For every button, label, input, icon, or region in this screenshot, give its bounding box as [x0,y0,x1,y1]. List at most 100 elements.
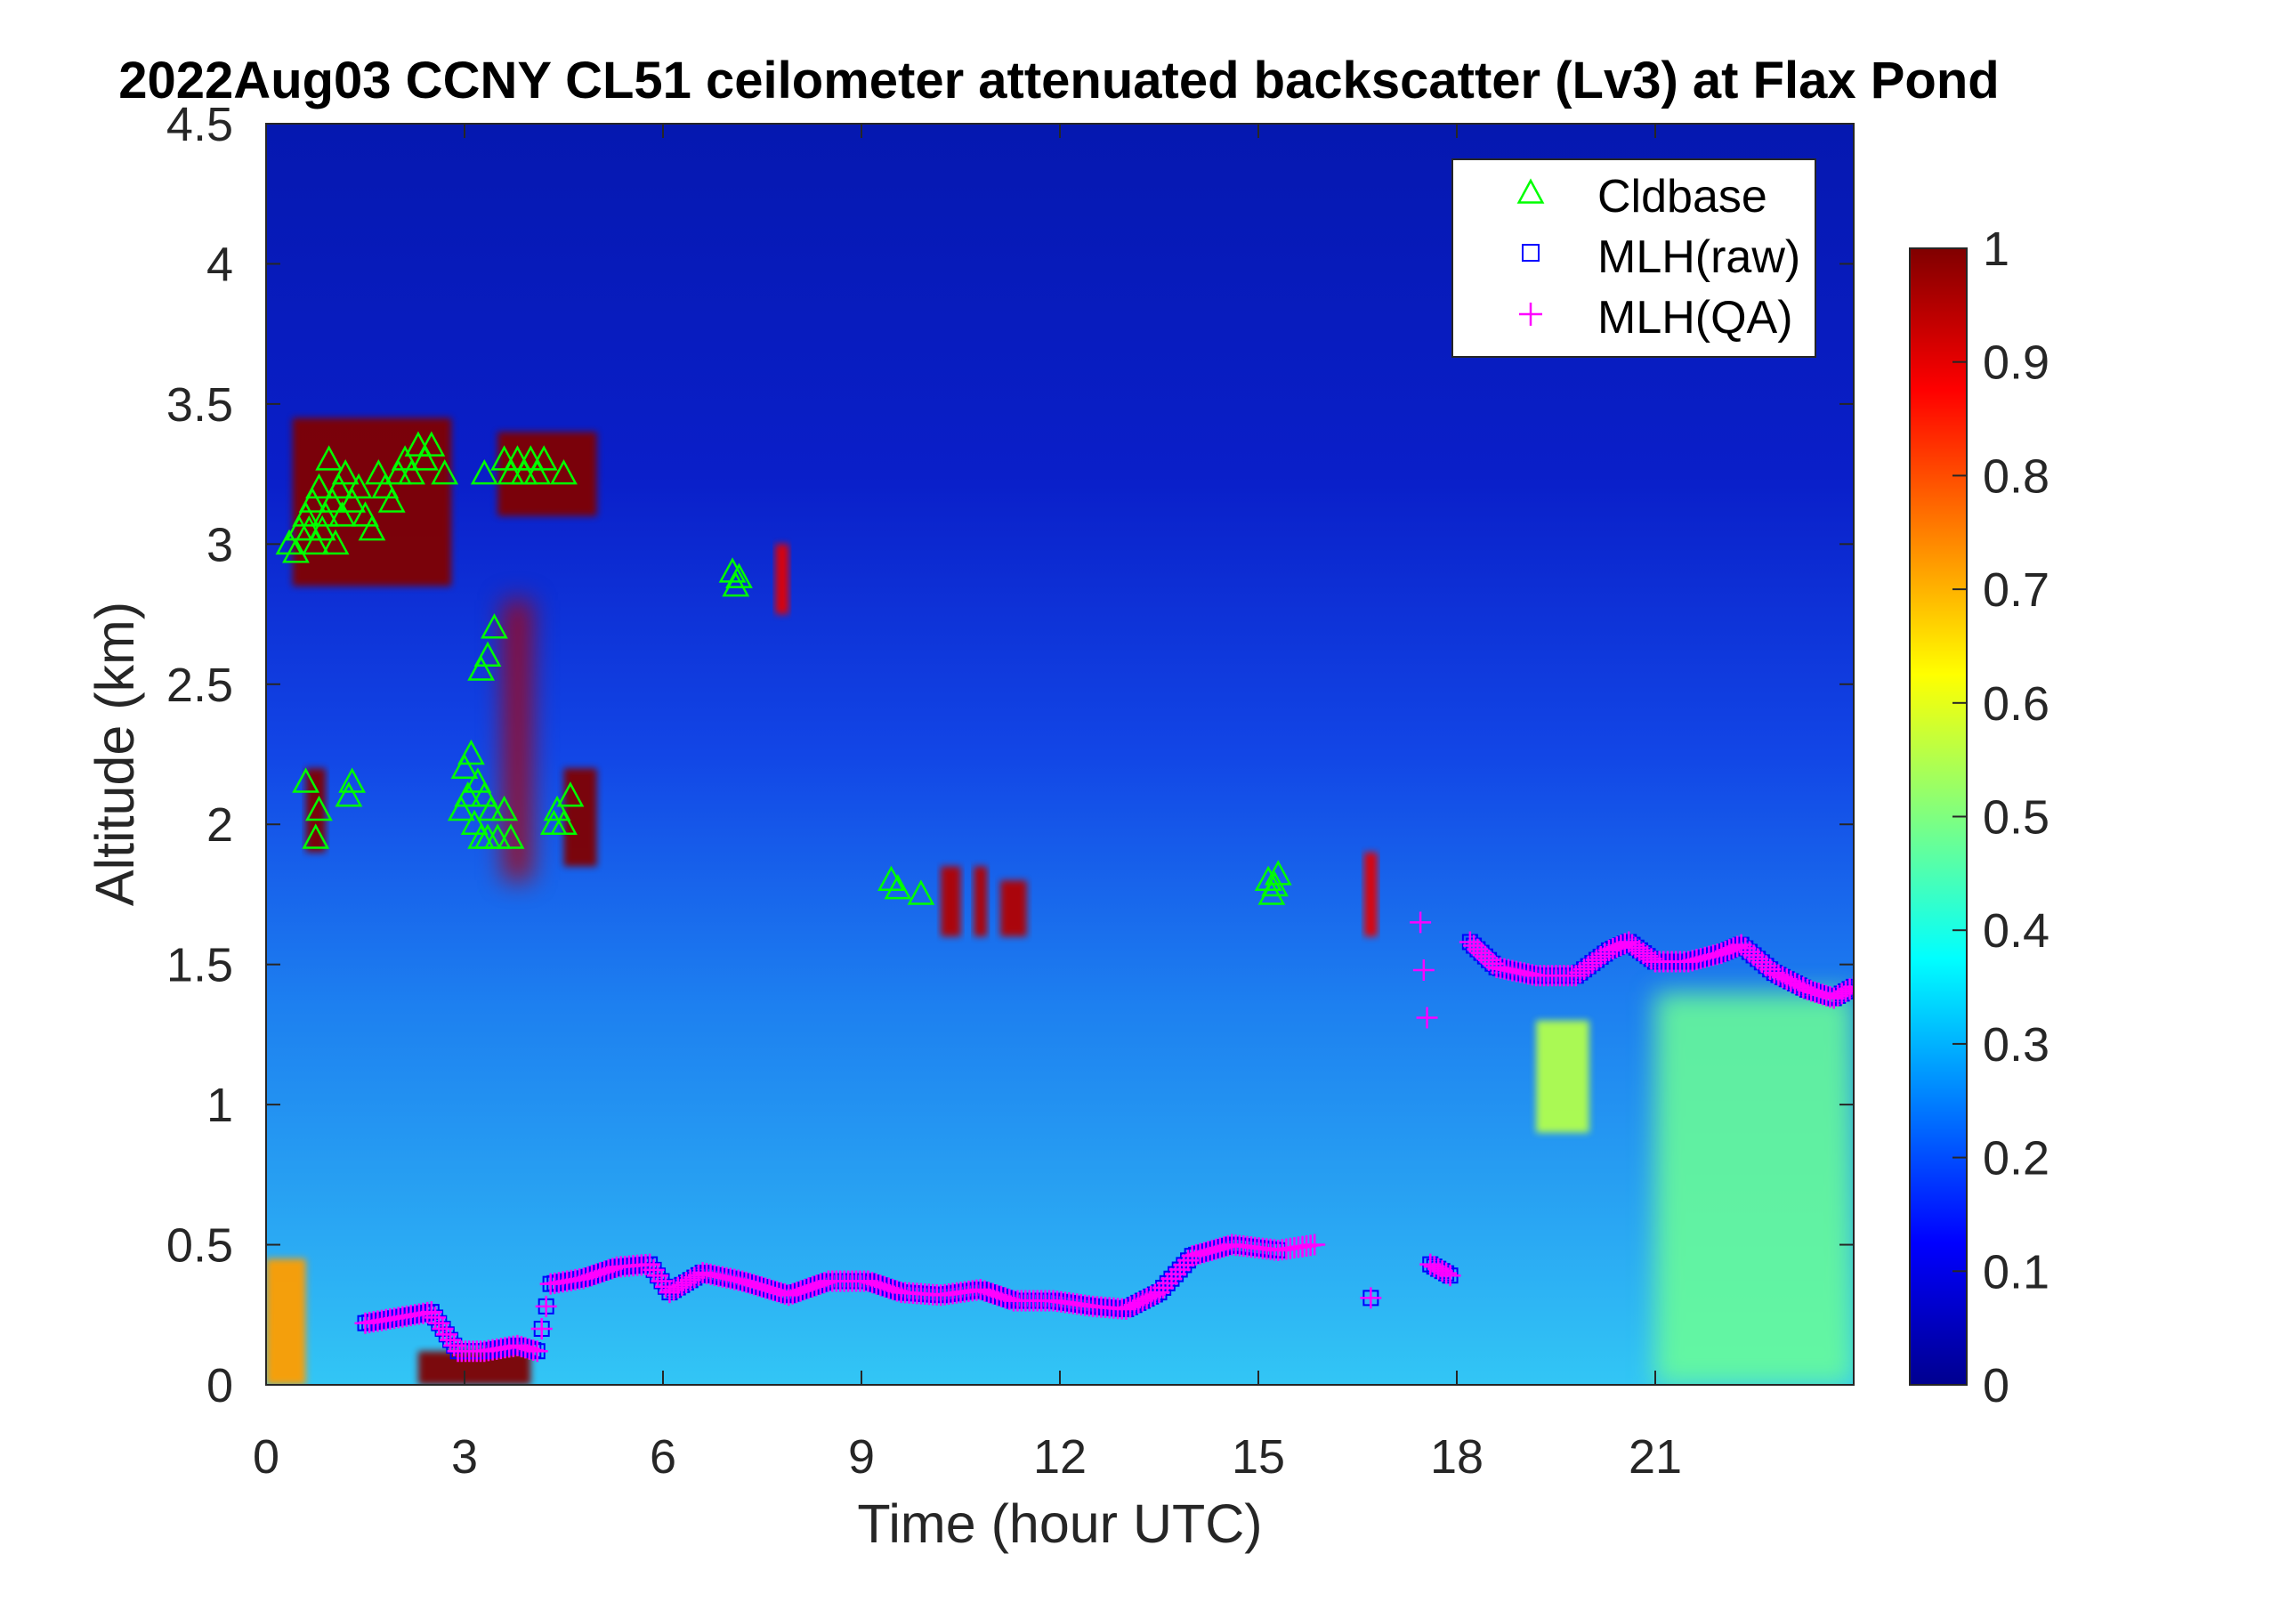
cldbase-marker [371,473,400,499]
cldbase-marker [470,781,498,807]
y-tick-label: 4.5 [166,98,233,151]
backscatter-feature-10 [1000,880,1027,937]
mlh-qa-marker [1136,1288,1158,1310]
mlh-qa-marker [994,1287,1016,1309]
cldbase-marker [725,562,753,588]
cldbase-marker [364,458,392,485]
cldbase-marker [295,514,323,541]
legend-marker [1519,303,1542,326]
mlh-qa-marker [1435,1262,1458,1284]
backscatter-feature-3 [497,432,597,516]
legend-label: MLH(QA) [1597,292,1793,344]
mlh-qa-marker [1780,970,1802,992]
mlh-qa-marker [432,1318,454,1340]
axes: 0 3 6 9 12 15 18 21 0 0.5 1 1.5 2 2.5 3 3.5 4 4.5 [166,98,1854,1484]
mlh-qa-marker [1772,966,1794,988]
mlh-qa-marker [602,1258,624,1280]
mlh-qa-marker [1784,972,1807,994]
mlh-qa-marker [577,1266,599,1288]
mlh-qa-marker [597,1258,619,1281]
mlh-qa-marker [1360,1287,1382,1309]
backscatter-feature-12 [1536,1020,1589,1133]
x-axis-label: Time (hour UTC) [857,1493,1262,1554]
cldbase-marker [481,613,508,639]
legend-label: MLH(raw) [1597,231,1800,283]
cldbase-marker [302,529,330,555]
backscatter-feature-11 [1363,852,1378,937]
mlh-qa-marker [585,1263,607,1285]
cldbase-marker [1264,860,1292,886]
cldbase-marker [516,445,545,471]
cldbase-marker [305,473,333,499]
mlh-qa-marker [1767,964,1790,986]
cldbase-marker [470,458,498,485]
cldbase-marker [335,781,363,807]
cldbase-marker [490,445,519,471]
mlh-qa-marker [974,1280,996,1302]
mlh-qa-marker [663,1279,685,1301]
backscatter-feature-7 [775,544,789,615]
mlh-qa-marker [428,1312,450,1334]
cldbase-marker [454,781,482,807]
y-tick-label: 2 [206,798,233,852]
colorbar-tick-label: 0.7 [1983,563,2049,617]
cldbase-marker [391,445,419,471]
x-tick-label: 12 [1033,1430,1087,1484]
cldbase-marker [483,823,512,849]
mlh-qa-marker [1412,959,1435,981]
mlh-qa-marker [581,1265,603,1287]
cldbase-marker [464,767,492,793]
cldbase-marker [338,767,367,793]
mlh-qa-marker [857,1270,879,1292]
backscatter-feature-0 [266,1258,306,1385]
colorbar-ticks: 0 0.1 0.2 0.3 0.4 0.5 0.6 0.7 0.8 0.9 1 [1952,222,2049,1412]
x-tick-label: 21 [1629,1430,1682,1484]
cldbase-marker [308,514,336,541]
mlh-qa-marker [1173,1254,1195,1276]
cldbase-marker [490,795,519,821]
mlh-qa-marker [671,1274,693,1296]
mlh-qa-marker [1763,962,1785,984]
mlh-qa-marker [526,1340,548,1363]
cldbase-marker [398,458,425,485]
mlh-qa-marker [990,1285,1013,1307]
backscatter-feature-1 [417,1351,531,1385]
mlh-qa-marker [1168,1258,1191,1281]
mlh-qa-marker [1128,1291,1150,1314]
y-tick-label: 0 [206,1359,233,1412]
cldbase-marker [282,538,310,563]
mlh-qa-marker [869,1274,892,1297]
cldbase-marker [331,458,360,485]
mlh-qa-marker [435,1323,457,1346]
mlh-qa-marker [1123,1294,1145,1316]
cldbase-marker [321,529,350,555]
cldbase-marker [311,501,340,527]
colorbar-tick-label: 0.5 [1983,791,2049,845]
cldbase-marker [477,795,505,821]
cldbase-marker [504,445,531,471]
mlh-qa-marker [424,1307,447,1329]
mlh-qa-marker [877,1277,900,1299]
y-axis-label: Altitude (km) [85,602,145,906]
colorbar-tick-label: 0 [1983,1359,2009,1412]
mlh-qa-marker [1160,1267,1183,1290]
cldbase-marker [338,487,367,513]
y-tick-label: 2.5 [166,659,233,712]
mlh-qa-marker [1119,1296,1141,1318]
cldbase-marker [352,501,379,527]
mlh-qa-marker [969,1278,991,1300]
mlh-qa-marker [440,1329,462,1351]
mlh-qa-marker [861,1272,884,1294]
mlh-qa-marker [639,1253,661,1275]
mlh-qa-marker [1304,1234,1326,1256]
colorbar: 0 0.1 0.2 0.3 0.4 0.5 0.6 0.7 0.8 0.9 1 [1909,222,2049,1412]
colorbar-tick-label: 0.9 [1983,336,2049,390]
cldbase-marker [467,655,495,681]
mlh-qa-marker [986,1284,1008,1307]
mlh-qa-marker [1131,1290,1153,1312]
colorbar-tick-label: 0.2 [1983,1132,2049,1185]
mlh-qa-marker [1416,1007,1438,1029]
y-tick-label: 3.5 [166,378,233,432]
mlh-qa-marker [594,1260,616,1282]
